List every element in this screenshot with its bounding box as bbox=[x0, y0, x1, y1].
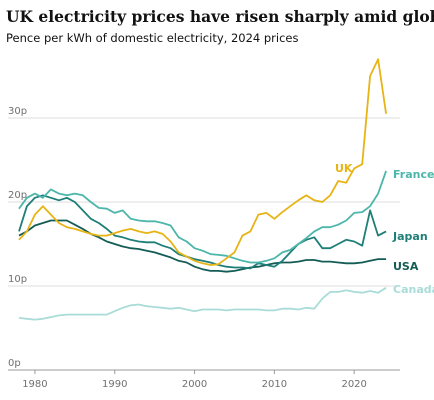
series-label: Canada bbox=[393, 283, 434, 296]
chart-subtitle: Pence per kWh of domestic electricity, 2… bbox=[6, 31, 298, 45]
series-label: Japan bbox=[392, 230, 428, 243]
series-label: UK bbox=[335, 162, 353, 175]
series-line bbox=[18, 286, 387, 321]
y-tick-label: 20p bbox=[8, 190, 27, 201]
y-tick-label: 0p bbox=[8, 358, 21, 369]
series-line bbox=[18, 194, 387, 270]
x-tick-label: 2020 bbox=[341, 379, 366, 390]
series-line bbox=[18, 58, 387, 266]
x-tick-label: 2000 bbox=[182, 379, 207, 390]
chart-title: UK electricity prices have risen sharply… bbox=[6, 7, 434, 26]
y-tick-label: 10p bbox=[8, 274, 27, 285]
series-line bbox=[18, 219, 387, 273]
y-tick-label: 30p bbox=[8, 106, 27, 117]
series-label: USA bbox=[393, 260, 419, 273]
x-tick-label: 1980 bbox=[22, 379, 47, 390]
x-tick-label: 2010 bbox=[262, 379, 287, 390]
series-label: France bbox=[393, 168, 434, 181]
x-tick-label: 1990 bbox=[102, 379, 127, 390]
series-line bbox=[18, 170, 387, 264]
